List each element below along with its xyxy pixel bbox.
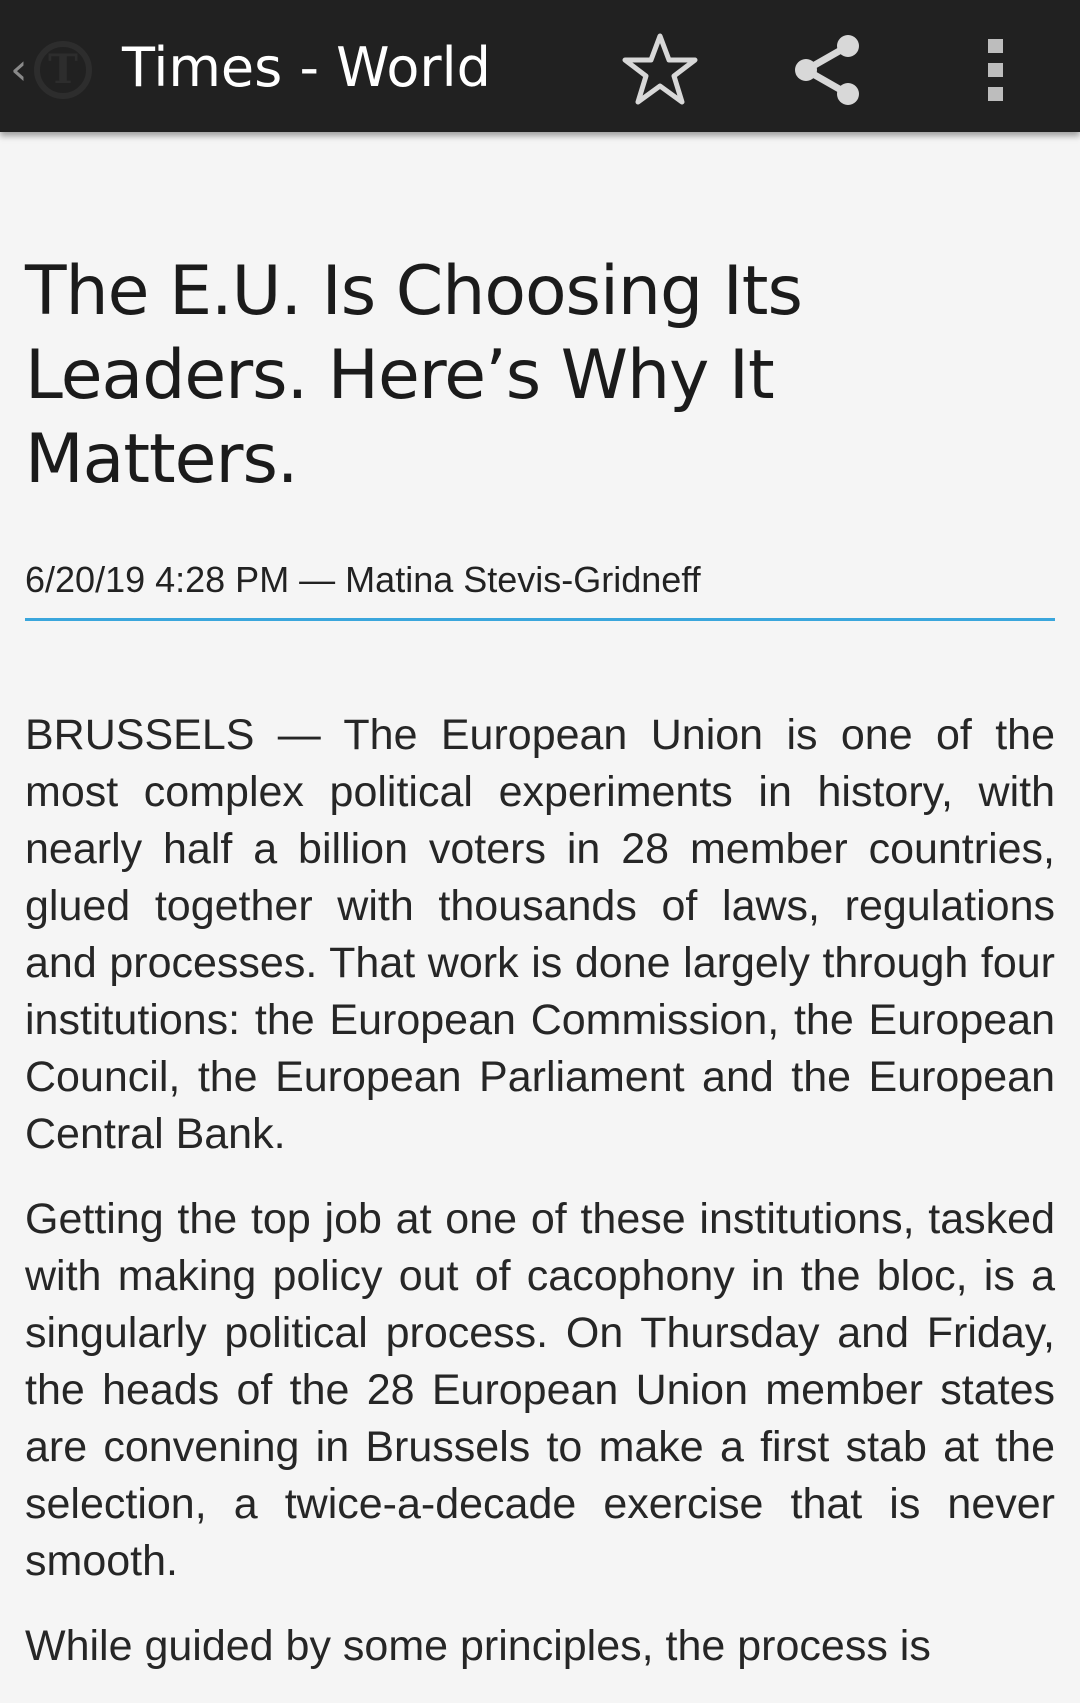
more-vertical-icon: [988, 39, 1003, 101]
app-bar: ‹ T Times - World: [0, 0, 1080, 132]
article-headline: The E.U. Is Choosing Its Leaders. Here’s…: [25, 252, 803, 499]
article-meta: 6/20/19 4:28 PM — Matina Stevis-Gridneff: [25, 558, 1055, 621]
star-icon: [622, 33, 698, 105]
share-button[interactable]: [786, 28, 870, 112]
favorite-button[interactable]: [618, 28, 702, 112]
article-paragraph: BRUSSELS — The European Union is one of …: [25, 711, 1055, 1158]
article: The E.U. Is Choosing Its Leaders. Here’s…: [25, 132, 1055, 1703]
article-paragraph: Getting the top job at one of these inst…: [25, 1195, 1055, 1585]
app-title: Times - World: [122, 36, 491, 99]
article-body: BRUSSELS — The European Union is one of …: [25, 707, 1055, 1675]
overflow-menu-button[interactable]: [954, 28, 1038, 112]
article-paragraph: While guided by some principles, the pro…: [25, 1622, 931, 1670]
chevron-left-icon: ‹: [10, 44, 28, 95]
share-icon: [795, 35, 859, 105]
back-button[interactable]: ‹ T: [10, 40, 110, 100]
nyt-logo-icon: T: [33, 41, 92, 99]
svg-text:T: T: [48, 46, 78, 93]
